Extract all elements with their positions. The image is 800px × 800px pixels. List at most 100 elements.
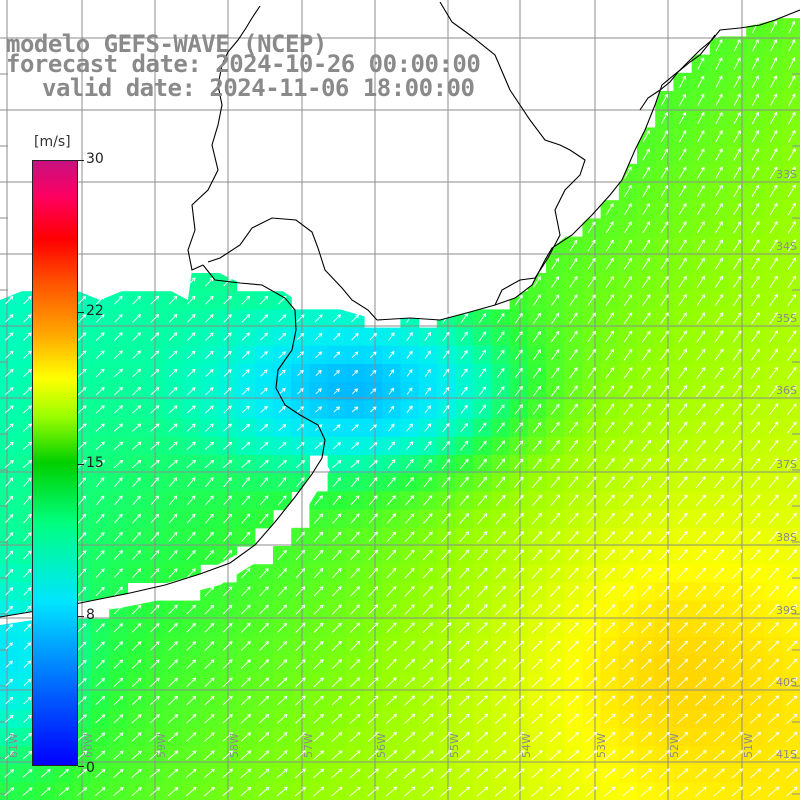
wind-arrow	[660, 130, 669, 143]
wind-arrow	[351, 370, 359, 376]
wind-arrow	[788, 111, 796, 125]
latitude-label: 40S	[776, 676, 797, 689]
wind-arrow	[495, 695, 507, 706]
wind-arrow	[679, 111, 687, 125]
wind-arrow	[750, 549, 761, 561]
wind-arrow	[587, 276, 596, 288]
wind-arrow	[551, 257, 560, 270]
wind-arrow	[331, 786, 343, 797]
wind-arrow	[113, 787, 124, 797]
wind-arrow	[768, 403, 779, 416]
latitude-label: 39S	[776, 604, 797, 617]
wind-arrow	[549, 677, 561, 688]
wind-arrow	[604, 567, 616, 579]
wind-arrow	[768, 366, 779, 379]
wind-arrow	[531, 585, 543, 597]
wind-arrow	[478, 313, 487, 324]
wind-arrow	[205, 477, 214, 488]
wind-arrow	[532, 385, 542, 397]
wind-arrow	[660, 203, 669, 216]
wind-arrow	[623, 348, 633, 361]
wind-arrow	[696, 294, 705, 307]
wind-arrow	[677, 640, 689, 652]
wind-arrow	[77, 550, 87, 560]
wind-arrow	[640, 585, 652, 597]
wind-arrow	[732, 494, 743, 507]
wind-arrow	[676, 750, 689, 761]
wind-arrow	[640, 768, 653, 779]
wind-arrow	[769, 348, 779, 361]
wind-arrow	[697, 148, 705, 161]
wind-arrow	[204, 750, 215, 760]
wind-arrow	[586, 512, 597, 525]
wind-arrow	[131, 623, 142, 633]
wind-arrow	[678, 203, 687, 216]
wind-arrow	[132, 350, 141, 360]
wind-arrow	[550, 494, 561, 507]
wind-arrow	[569, 367, 578, 379]
wind-arrow	[624, 166, 632, 179]
wind-arrow	[513, 549, 524, 561]
wind-arrow	[660, 93, 668, 106]
wind-arrow	[277, 695, 288, 706]
wind-arrow	[95, 659, 105, 669]
wind-arrow	[313, 549, 324, 561]
wind-arrow	[604, 604, 616, 616]
wind-arrow	[113, 732, 124, 742]
wind-arrow	[751, 75, 760, 88]
wind-arrow	[5, 660, 13, 668]
wind-arrow	[258, 659, 270, 670]
wind-arrow	[186, 423, 196, 432]
wind-arrow	[278, 387, 286, 395]
wind-arrow	[586, 677, 598, 688]
wind-arrow	[513, 622, 525, 634]
wind-arrow	[295, 586, 306, 597]
wind-arrow	[186, 695, 197, 706]
wind-arrow	[660, 184, 669, 197]
wind-arrow	[569, 385, 578, 397]
wind-arrow	[568, 567, 579, 579]
wind-arrow	[713, 677, 725, 688]
wind-arrow	[277, 622, 288, 633]
wind-arrow	[95, 441, 105, 450]
wind-arrow	[678, 239, 687, 252]
wind-arrow	[586, 439, 597, 452]
wind-arrow	[678, 312, 687, 325]
wind-arrow	[406, 387, 413, 395]
wind-arrow	[149, 677, 160, 688]
wind-arrow	[331, 768, 343, 779]
wind-arrow	[641, 403, 651, 416]
wind-arrow	[332, 495, 342, 506]
wind-arrow	[77, 405, 87, 414]
wind-arrow	[260, 369, 268, 377]
wind-arrow	[641, 348, 651, 361]
wind-arrow	[95, 696, 106, 706]
wind-arrow	[313, 695, 324, 706]
wind-arrow	[567, 640, 579, 652]
wind-arrow	[333, 406, 341, 413]
wind-arrow	[350, 460, 360, 468]
wind-arrow	[423, 495, 433, 506]
wind-arrow	[695, 786, 707, 797]
wind-arrow	[406, 369, 413, 377]
wind-arrow	[23, 532, 32, 542]
wind-arrow	[677, 421, 688, 434]
wind-arrow	[424, 387, 431, 395]
wind-arrow	[659, 439, 670, 452]
wind-arrow	[732, 421, 742, 434]
wind-arrow	[642, 239, 651, 252]
colorbar-tickmark	[78, 464, 84, 465]
wind-arrow	[768, 458, 779, 470]
wind-arrow	[696, 239, 705, 252]
wind-arrow	[332, 549, 342, 561]
wind-arrow	[604, 695, 616, 706]
wind-arrow	[749, 768, 762, 779]
wind-arrow	[514, 440, 524, 452]
wind-arrow	[604, 677, 616, 688]
wind-arrow	[678, 330, 687, 343]
wind-arrow	[442, 386, 450, 396]
wind-arrow	[367, 713, 379, 724]
wind-arrow	[204, 768, 215, 779]
wind-arrow	[440, 640, 452, 652]
wind-arrow	[167, 768, 179, 779]
